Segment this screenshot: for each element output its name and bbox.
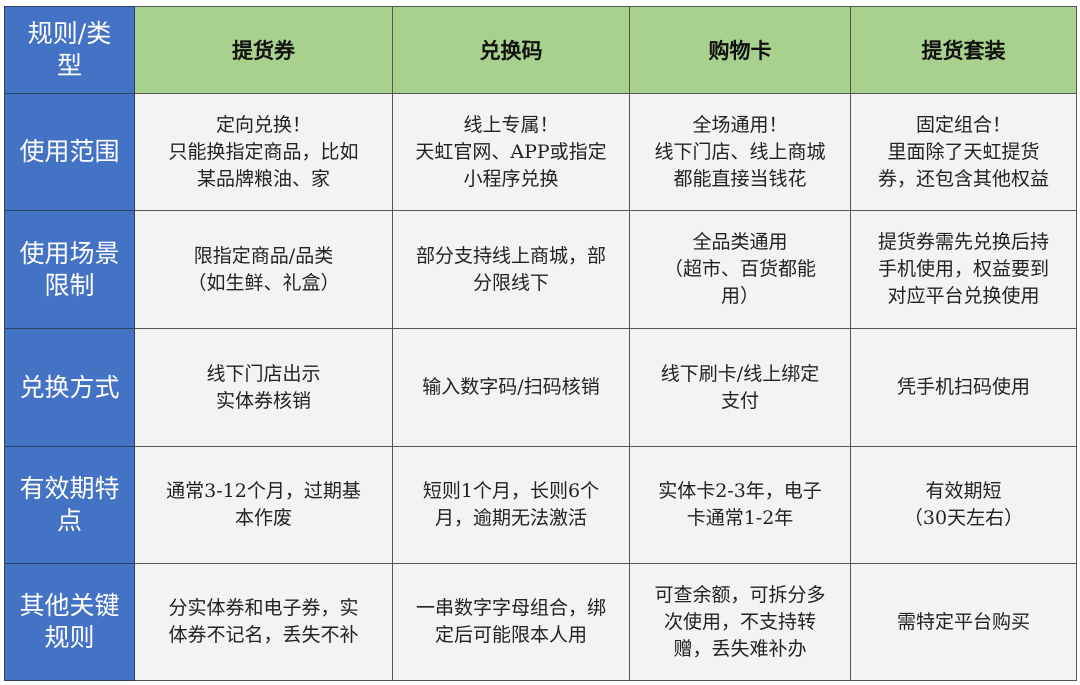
cell-text-line: 对应平台兑换使用 <box>887 285 1040 307</box>
table-cell: 提货券需先兑换后持 手机使用，权益要到 对应平台兑换使用 <box>850 210 1077 329</box>
cell-text-line: 手机使用，权益要到 <box>877 258 1049 280</box>
table-cell: 线上专属！ 天虹官网、APP或指定 小程序兑换 <box>392 93 630 211</box>
cell-text-line: 实体券核销 <box>215 389 311 412</box>
cell-text-line: 限制 <box>44 270 95 300</box>
cell-text-line: 某品牌粮油、家 <box>196 167 330 190</box>
table-cell: 短则1个月，长则6个 月，逾期无法激活 <box>392 446 630 564</box>
table-cell: 需特定平台购买 <box>850 563 1077 681</box>
cell-text-line: 定向兑换！ <box>215 113 311 136</box>
table-cell: 通常3-12个月，过期基 本作废 <box>134 446 393 564</box>
comparison-table: 规则/类型 提货券 兑换码 购物卡 提货套装 使用范围 定向兑换！ 只能换指定商品，… <box>4 6 1077 681</box>
cell-text-line: 提货券需先兑换后持 <box>877 231 1049 253</box>
column-header: 提货券 <box>134 6 393 94</box>
cell-text-line: 支付 <box>720 389 759 412</box>
cell-text-line: 全场通用！ <box>692 113 788 136</box>
cell-text-line: 小程序兑换 <box>463 167 559 190</box>
row-header: 使用范围 <box>4 93 135 211</box>
column-header: 提货套装 <box>850 6 1077 94</box>
cell-text-line: 定后可能限本人用 <box>434 624 587 646</box>
row-header: 使用场景 限制 <box>4 210 135 329</box>
cell-text-line: 使用场景 <box>19 238 120 268</box>
cell-text-line: 需特定平台购买 <box>896 610 1030 633</box>
cell-text-line: 通常3-12个月，过期基 <box>166 480 361 502</box>
row-header: 有效期特点 <box>4 446 135 564</box>
table-cell: 输入数字码/扫码核销 <box>392 328 630 447</box>
table-cell: 凭手机扫码使用 <box>850 328 1077 447</box>
table-cell: 部分支持线上商城，部 分限线下 <box>392 210 630 329</box>
corner-cell: 规则/类型 <box>4 6 135 94</box>
cell-text-line: 本作废 <box>234 507 292 529</box>
row-header: 其他关键 规则 <box>4 563 135 681</box>
cell-text-line: 里面除了天虹提货 <box>887 140 1040 163</box>
table-row: 使用场景 限制 限指定商品/品类 （如生鲜、礼盒） 部分支持线上商城，部 分限线下 全品类通… <box>4 210 1077 329</box>
table-cell: 全场通用！ 线下门店、线上商城 都能直接当钱花 <box>629 93 851 211</box>
table-cell: 限指定商品/品类 （如生鲜、礼盒） <box>134 210 393 329</box>
table-row: 使用范围 定向兑换！ 只能换指定商品，比如 某品牌粮油、家 线上专属！ 天虹官网、APP或… <box>4 93 1077 211</box>
cell-text-line: 线下刷卡/线上绑定 <box>660 362 820 385</box>
table-row: 有效期特点通常3-12个月，过期基 本作废 短则1个月，长则6个 月，逾期无法激活 实体… <box>4 446 1077 564</box>
table-row: 兑换方式 线下门店出示 实体券核销 输入数字码/扫码核销 线下刷卡/线上绑定 支付 凭手机扫… <box>4 328 1077 447</box>
cell-text-line: 次使用，不支持转 <box>663 610 816 633</box>
cell-text-line: 线下门店、线上商城 <box>654 140 826 163</box>
cell-text-line: 使用范围 <box>19 137 120 166</box>
cell-text-line: 分实体券和电子券，实 <box>168 597 359 619</box>
header-row: 规则/类型 提货券 兑换码 购物卡 提货套装 <box>4 6 1077 94</box>
cell-text-line: 规则 <box>44 623 95 652</box>
cell-text-line: 赠，丢失难补办 <box>673 637 807 660</box>
table-cell: 线下门店出示 实体券核销 <box>134 328 393 447</box>
cell-text-line: 型 <box>56 51 82 80</box>
cell-text-line: 兑换方式 <box>19 372 120 402</box>
cell-text-line: 用） <box>720 285 759 307</box>
cell-text-line: 分限线下 <box>472 271 549 294</box>
cell-text-line: （超市、百货都能 <box>663 258 816 280</box>
cell-text-line: 月，逾期无法激活 <box>434 507 587 529</box>
table-cell: 一串数字字母组合，绑 定后可能限本人用 <box>392 563 630 681</box>
cell-text-line: 一串数字字母组合，绑 <box>415 597 606 619</box>
table-cell: 全品类通用 （超市、百货都能 用） <box>629 210 851 329</box>
cell-text-line: 有效期短 <box>925 480 1002 502</box>
table-cell: 有效期短 （30天左右） <box>850 446 1077 564</box>
cell-text-line: 凭手机扫码使用 <box>896 376 1030 398</box>
cell-text-line: 部分支持线上商城，部 <box>415 244 606 267</box>
cell-text-line: 全品类通用 <box>692 231 788 253</box>
cell-text-line: 都能直接当钱花 <box>673 167 807 190</box>
table-cell: 实体卡2-3年，电子 卡通常1-2年 <box>629 446 851 564</box>
table-row: 其他关键 规则 分实体券和电子券，实 体券不记名，丢失不补 一串数字字母组合，绑 定后可能… <box>4 563 1077 681</box>
cell-text-line: 实体卡2-3年，电子 <box>658 480 822 502</box>
column-header: 兑换码 <box>392 6 630 94</box>
table-cell: 分实体券和电子券，实 体券不记名，丢失不补 <box>134 563 393 681</box>
row-header: 兑换方式 <box>4 328 135 447</box>
cell-text-line: （如生鲜、礼盒） <box>187 271 340 294</box>
cell-text-line: 固定组合！ <box>915 113 1011 136</box>
cell-text-line: 规则/类 <box>27 19 112 48</box>
table-cell: 固定组合！ 里面除了天虹提货 券，还包含其他权益 <box>850 93 1077 211</box>
table-cell: 线下刷卡/线上绑定 支付 <box>629 328 851 447</box>
cell-text-line: 体券不记名，丢失不补 <box>168 624 359 646</box>
cell-text-line: 有效期特 <box>19 474 120 503</box>
cell-text-line: 只能换指定商品，比如 <box>168 140 359 163</box>
cell-text-line: 限指定商品/品类 <box>193 244 334 267</box>
cell-text-line: 输入数字码/扫码核销 <box>422 376 600 398</box>
cell-text-line: （30天左右） <box>903 507 1024 529</box>
cell-text-line: 卡通常1-2年 <box>686 507 794 529</box>
column-header: 购物卡 <box>629 6 851 94</box>
cell-text-line: 点 <box>56 506 82 535</box>
table-cell: 定向兑换！ 只能换指定商品，比如 某品牌粮油、家 <box>134 93 393 211</box>
cell-text-line: 天虹官网、APP或指定 <box>415 140 607 163</box>
cell-text-line: 券，还包含其他权益 <box>877 167 1049 190</box>
cell-text-line: 线上专属！ <box>463 113 559 136</box>
cell-text-line: 短则1个月，长则6个 <box>422 480 600 502</box>
cell-text-line: 线下门店出示 <box>206 362 321 385</box>
table-cell: 可查余额，可拆分多 次使用，不支持转 赠，丢失难补办 <box>629 563 851 681</box>
cell-text-line: 其他关键 <box>19 591 120 620</box>
cell-text-line: 可查余额，可拆分多 <box>654 583 826 606</box>
